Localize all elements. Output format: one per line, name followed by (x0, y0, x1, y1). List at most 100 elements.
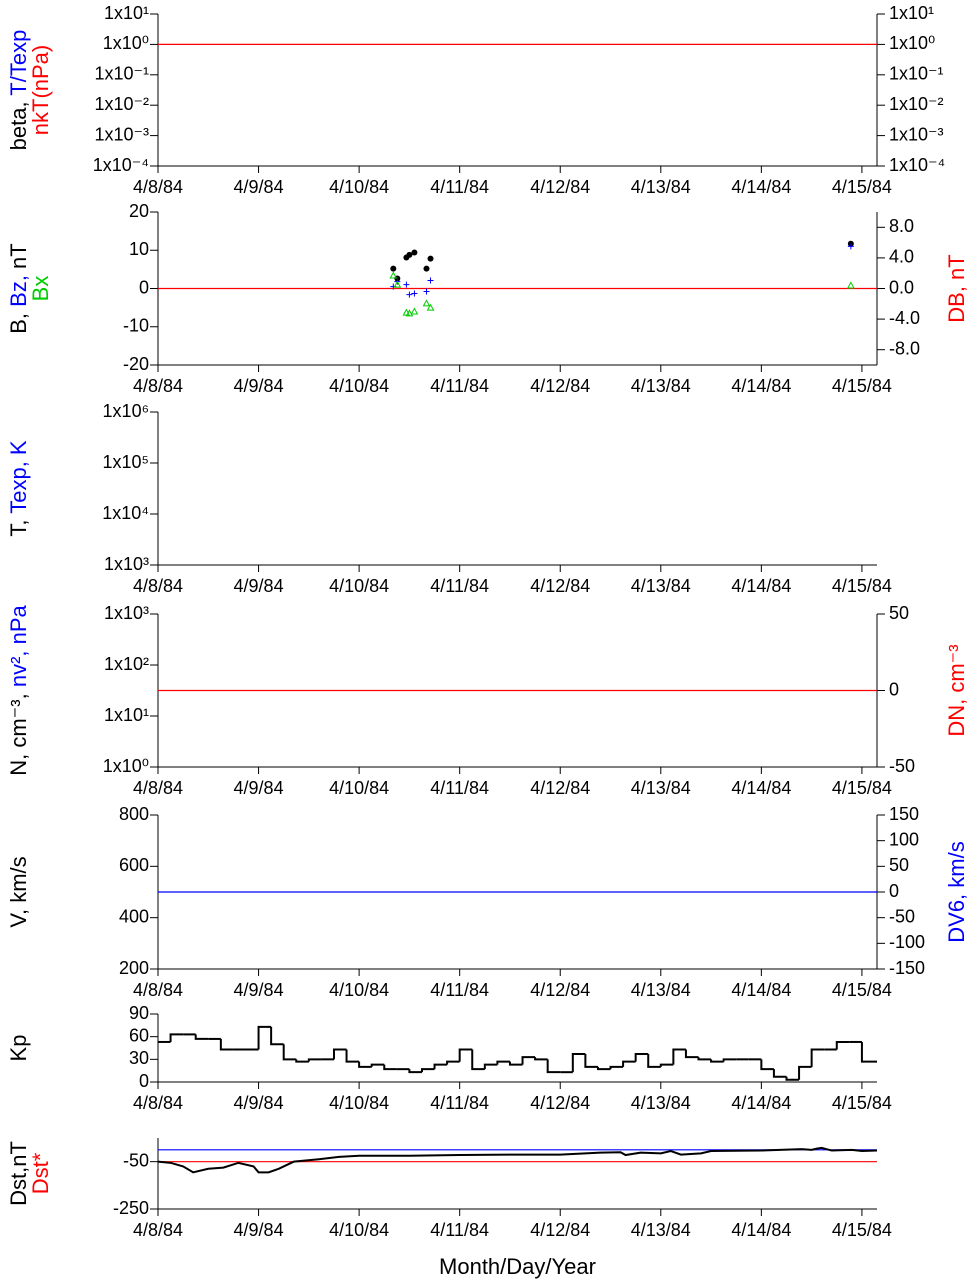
x-tick-label: 4/10/84 (329, 376, 389, 396)
x-tick-label: 4/15/84 (832, 177, 892, 197)
y2-tick-label: -150 (889, 958, 925, 978)
x-tick-label: 4/12/84 (530, 1220, 590, 1240)
panel: 1x10¹ 1x10¹ 1x10⁰ 1x10⁰ 1x10⁻¹ 1x10⁻¹ 1x10⁻² 1x… (6, 3, 945, 197)
y-tick-label: 1x10⁻³ (94, 124, 149, 144)
y-axis-label: Kp (6, 1035, 31, 1062)
step (546, 1059, 561, 1074)
step (710, 1059, 724, 1063)
y-tick-label: 1x10⁶ (103, 401, 149, 421)
step (169, 1033, 184, 1042)
y-axis-label: B, Bz, nT (6, 243, 31, 334)
x-tick-label: 4/8/84 (133, 778, 183, 798)
y2-tick-label: -100 (889, 932, 925, 952)
x-tick-label: 4/12/84 (530, 576, 590, 596)
x-tick-label: 4/14/84 (731, 576, 791, 596)
point (411, 249, 418, 256)
step (634, 1053, 649, 1062)
y2-tick-label: 50 (889, 603, 909, 623)
x-tick-label: 4/10/84 (329, 1093, 389, 1113)
y-tick-label-right: 1x10⁻¹ (889, 64, 944, 84)
step (446, 1060, 460, 1065)
y-axis-label: N, cm⁻³, nv², nPa (6, 604, 31, 775)
x-tick-label: 4/8/84 (133, 1093, 183, 1113)
step (697, 1057, 712, 1061)
y2-tick-label: -50 (889, 906, 915, 926)
point (427, 277, 434, 284)
step (420, 1068, 435, 1073)
x-tick-label: 4/9/84 (234, 576, 284, 596)
y2-axis-label-part: DV6, km/s (944, 841, 969, 942)
y-axis-label-part: Dst,nT (6, 1141, 31, 1206)
y-axis-label: Bx (28, 276, 53, 302)
y2-axis-label: DV6, km/s (944, 841, 969, 942)
y2-tick-label: 0.0 (889, 277, 914, 297)
y-axis-label-part: T/Texp (6, 30, 31, 96)
y-axis-label-part: nv², nPa (6, 604, 31, 687)
step (534, 1057, 548, 1061)
step (358, 1061, 372, 1068)
x-tick-label: 4/9/84 (234, 177, 284, 197)
step (772, 1069, 787, 1078)
x-tick-label: 4/12/84 (530, 376, 590, 396)
point (422, 299, 431, 307)
step (383, 1064, 397, 1071)
x-tick-label: 4/12/84 (530, 1093, 590, 1113)
step (483, 1063, 498, 1070)
y-axis-label-part: Bz, (6, 269, 31, 307)
y-axis-label-part: Texp, K (6, 440, 31, 514)
y-tick-label: 90 (129, 1003, 149, 1023)
y-tick-label: 400 (119, 906, 149, 926)
step (194, 1034, 209, 1040)
y2-tick-label: -8.0 (889, 338, 920, 358)
y2-tick-label: 0 (889, 679, 899, 699)
step (345, 1049, 360, 1063)
step (609, 1065, 624, 1070)
y-tick-label: 30 (129, 1048, 149, 1068)
y2-axis-label: DN, cm⁻³ (944, 644, 969, 736)
step (622, 1060, 636, 1067)
y-axis-label-part: V, km/s (6, 856, 31, 927)
point (403, 281, 410, 288)
x-tick-label: 4/14/84 (731, 778, 791, 798)
y-tick-label: 1x10⁰ (103, 33, 149, 53)
step (860, 1041, 877, 1063)
y-axis-label-part: nT (6, 243, 31, 269)
x-tick-label: 4/8/84 (133, 1220, 183, 1240)
y-tick-label: 1x10¹ (104, 705, 149, 725)
x-tick-label: 4/10/84 (329, 177, 389, 197)
x-tick-label: 4/11/84 (430, 980, 489, 1000)
point (405, 309, 414, 317)
x-tick-label: 4/10/84 (329, 778, 389, 798)
x-tick-label: 4/11/84 (430, 1093, 489, 1113)
data-line (157, 1146, 878, 1174)
x-tick-label: 4/9/84 (234, 1220, 284, 1240)
x-axis-label: Month/Day/Year (439, 1254, 596, 1279)
point (411, 290, 418, 297)
point (406, 291, 413, 298)
y-axis-label: Dst,nT (6, 1141, 31, 1206)
y-tick-label: 1x10⁴ (102, 503, 149, 523)
x-tick-label: 4/12/84 (530, 177, 590, 197)
x-tick-label: 4/10/84 (329, 1220, 389, 1240)
x-tick-label: 4/11/84 (430, 376, 489, 396)
point (410, 307, 419, 315)
step (672, 1048, 686, 1065)
point (406, 251, 413, 258)
y-tick-label-right: 1x10⁻² (889, 94, 944, 114)
step (282, 1044, 297, 1061)
panel: 800 600 400 200 150 100 50 0 -50 -100 -150 4/8/84 4/… (6, 804, 969, 1000)
step (332, 1048, 347, 1060)
y-axis-label-part: Dst* (28, 1152, 53, 1194)
y-tick-label: 1x10⁵ (103, 452, 150, 472)
step (508, 1061, 523, 1066)
y-tick-label: 20 (129, 201, 149, 221)
y-tick-label: 0 (139, 277, 149, 297)
step (295, 1059, 309, 1063)
y-axis-label-part: T, (6, 514, 31, 537)
x-tick-label: 4/14/84 (731, 1093, 791, 1113)
y-axis-label-part: nkT(nPa) (28, 45, 53, 135)
y-tick-label: 60 (129, 1025, 149, 1045)
step (647, 1054, 661, 1068)
y2-tick-label: 4.0 (889, 247, 914, 267)
